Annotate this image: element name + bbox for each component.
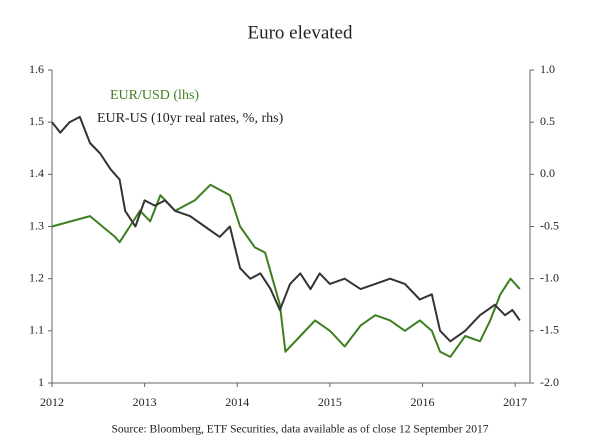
y2-tick-label: -0.5 xyxy=(540,218,559,232)
legend-label: EUR-US (10yr real rates, %, rhs) xyxy=(97,111,284,126)
series-line xyxy=(51,183,521,358)
chart-title: Euro elevated xyxy=(248,22,353,43)
y-tick-label: 1.6 xyxy=(29,62,44,76)
series-line xyxy=(51,115,521,343)
legend-label: EUR/USD (lhs) xyxy=(110,88,199,103)
x-tick-label: 2012 xyxy=(40,395,64,409)
source-note: Source: Bloomberg, ETF Securities, data … xyxy=(112,424,489,436)
y2-tick-label: 0.0 xyxy=(540,166,555,180)
y2-tick-label: 0.5 xyxy=(540,114,555,128)
y2-tick-label: -1.5 xyxy=(540,323,559,337)
x-tick-label: 2015 xyxy=(318,395,342,409)
y2-tick-label: -1.0 xyxy=(540,270,559,284)
y-tick-label: 1 xyxy=(38,375,44,389)
x-tick-label: 2013 xyxy=(133,395,157,409)
y2-tick-label: 1.0 xyxy=(540,62,555,76)
y-tick-label: 1.4 xyxy=(29,166,44,180)
y-tick-label: 1.2 xyxy=(29,270,44,284)
y2-tick-label: -2.0 xyxy=(540,375,559,389)
x-tick-label: 2014 xyxy=(225,395,249,409)
y-tick-label: 1.5 xyxy=(29,114,44,128)
x-tick-label: 2017 xyxy=(503,395,527,409)
x-tick-label: 2016 xyxy=(411,395,435,409)
y-tick-label: 1.3 xyxy=(29,218,44,232)
y-tick-label: 1.1 xyxy=(29,323,44,337)
